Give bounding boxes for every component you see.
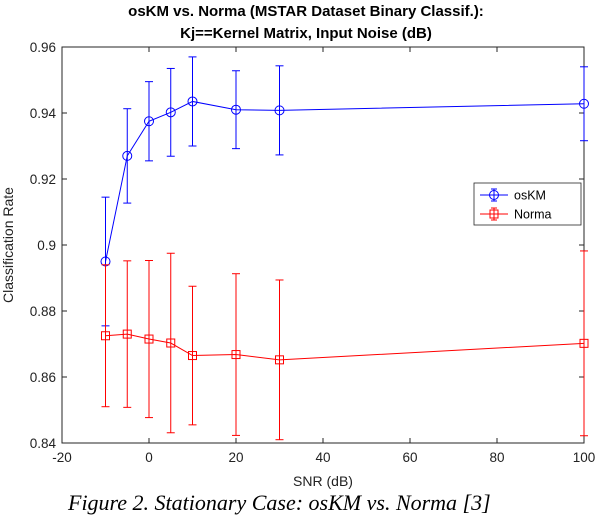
- legend: osKM Norma: [473, 182, 582, 226]
- legend-marker: [489, 209, 499, 219]
- x-tick-label: 60: [402, 450, 417, 465]
- y-tick-label: 0.94: [30, 106, 57, 121]
- plot-area: [61, 46, 585, 444]
- y-tick-label: 0.9: [37, 238, 56, 253]
- series-norma: [101, 250, 589, 441]
- y-tick-label: 0.84: [30, 436, 57, 451]
- error-bar: [275, 65, 284, 156]
- data-point: [144, 334, 154, 344]
- axis-ticks: -20 0 20 40 60 80 100 0.84 0.86 0.88 0.9 0.92 0.94 0.…: [30, 40, 596, 465]
- x-tick-label: 40: [315, 450, 330, 465]
- error-bar: [580, 66, 588, 142]
- legend-label: Norma: [514, 208, 552, 222]
- chart: osKM vs. Norma (MSTAR Dataset Binary Cla…: [0, 3, 596, 489]
- data-point: [274, 105, 285, 116]
- y-tick-label: 0.88: [30, 304, 56, 319]
- x-tick-label: 20: [228, 450, 243, 465]
- error-bar: [123, 108, 132, 204]
- error-bar: [232, 70, 240, 150]
- chart-title-line-1: osKM vs. Norma (MSTAR Dataset Binary Cla…: [128, 3, 484, 20]
- x-axis-label: SNR (dB): [293, 473, 353, 489]
- figure-caption: Figure 2. Stationary Case: osKM vs. Norm…: [68, 490, 491, 515]
- data-point: [122, 150, 133, 161]
- error-bar: [166, 67, 175, 157]
- y-axis-label: Classification Rate: [0, 187, 16, 303]
- series-oskm: [100, 56, 589, 327]
- y-tick-label: 0.96: [30, 40, 56, 55]
- error-bar: [166, 252, 175, 434]
- y-tick-label: 0.92: [30, 172, 56, 187]
- x-tick-label: -20: [52, 450, 72, 465]
- error-bar: [275, 279, 284, 441]
- x-tick-label: 0: [145, 450, 153, 465]
- data-point: [579, 338, 589, 348]
- data-point: [275, 355, 284, 365]
- legend-label: osKM: [514, 189, 546, 203]
- error-bar: [145, 81, 153, 162]
- data-point: [231, 350, 241, 360]
- series-line: [105, 100, 585, 262]
- data-point: [144, 116, 154, 127]
- data-point: [165, 107, 176, 118]
- legend-marker: [489, 190, 499, 200]
- error-bar: [188, 285, 197, 426]
- error-bar: [188, 56, 197, 147]
- series-layer: [100, 56, 589, 441]
- error-bar: [101, 264, 110, 408]
- data-point: [187, 96, 198, 107]
- chart-title-line-2: Kj==Kernel Matrix, Input Noise (dB): [180, 25, 432, 42]
- x-tick-label: 100: [573, 450, 596, 465]
- legend-entry-oskm: osKM: [480, 188, 546, 203]
- data-point: [166, 338, 176, 348]
- data-point: [579, 98, 589, 109]
- error-bar: [580, 250, 588, 437]
- x-tick-label: 80: [489, 450, 504, 465]
- legend-entry-norma: Norma: [480, 207, 552, 222]
- data-point: [188, 351, 197, 361]
- data-point: [101, 331, 110, 341]
- data-point: [231, 104, 241, 115]
- error-bar: [123, 260, 132, 408]
- data-point: [122, 329, 132, 339]
- error-bar: [145, 260, 153, 419]
- y-tick-label: 0.86: [30, 370, 56, 385]
- error-bar: [232, 273, 240, 436]
